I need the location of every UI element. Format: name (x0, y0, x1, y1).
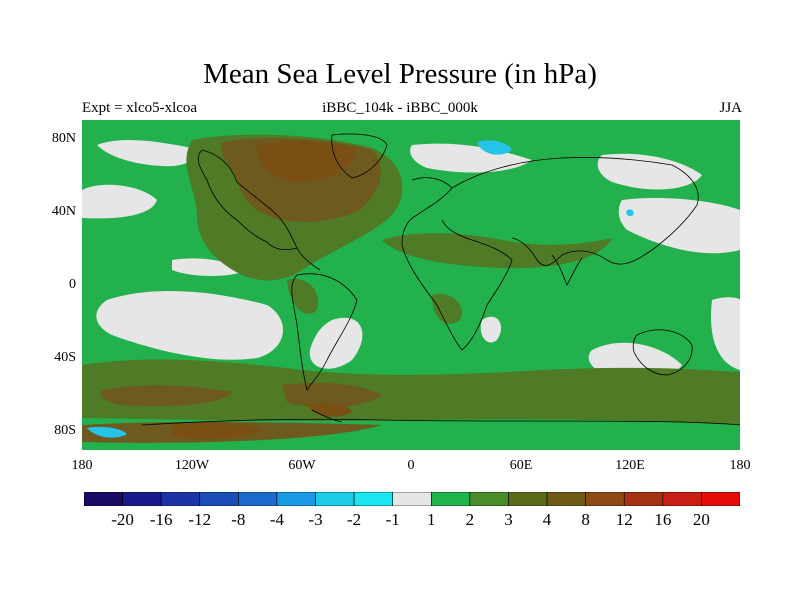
lon-label: 60E (509, 458, 533, 473)
lat-label: 80S (54, 423, 76, 438)
colorbar-label: -2 (347, 510, 362, 529)
colorbar-swatch (84, 492, 123, 506)
colorbar-swatch (315, 492, 355, 506)
colorbar-label: 1 (427, 510, 436, 529)
colorbar-label: 2 (465, 510, 475, 529)
colorbar-swatch (199, 492, 239, 506)
colorbar-swatch (160, 492, 201, 506)
colorbar-label: -3 (308, 510, 323, 529)
pressure-anomaly-map (82, 120, 740, 450)
colorbar-swatch (508, 492, 548, 506)
colorbar-label: -1 (385, 510, 400, 529)
colorbar-swatch (238, 492, 278, 506)
colorbar-label: -16 (149, 510, 173, 529)
colorbar-swatch (701, 492, 740, 506)
colorbar-swatch (585, 492, 625, 506)
colorbar-label: 16 (654, 510, 672, 529)
colorbar-swatch (546, 492, 586, 506)
colorbar-swatch (662, 492, 702, 506)
coastlines (141, 133, 740, 426)
experiment-label: Expt = xlco5-xlcoa (82, 100, 198, 116)
colorbar-swatch (469, 492, 509, 506)
difference-label: iBBC_104k - iBBC_000k (322, 100, 478, 116)
colorbar-label: -8 (231, 510, 246, 529)
dark-brown-regions (172, 140, 357, 440)
lon-label: 180 (71, 458, 93, 473)
colorbar-swatch (276, 492, 316, 506)
colorbar-swatch (623, 492, 664, 506)
lon-label: 120E (615, 458, 645, 473)
colorbar-label: 20 (692, 510, 710, 529)
colorbar-swatch (122, 492, 162, 506)
negative-regions (87, 140, 634, 438)
lat-label: 0 (69, 277, 76, 292)
colorbar-label: 8 (581, 510, 590, 529)
colorbar (84, 492, 740, 506)
lon-label: 120W (174, 458, 210, 473)
colorbar-label: 3 (504, 510, 513, 529)
lon-label: 180 (729, 458, 751, 473)
colorbar-swatch (430, 492, 471, 506)
lon-label: 0 (407, 458, 415, 473)
colorbar-label: -12 (188, 510, 212, 529)
colorbar-swatch (353, 492, 394, 506)
map-title: Mean Sea Level Pressure (in hPa) (203, 58, 597, 90)
colorbar-label: -4 (269, 510, 285, 529)
near-zero-regions (82, 139, 740, 380)
colorbar-label: 4 (542, 510, 552, 529)
colorbar-label: 12 (615, 510, 633, 529)
colorbar-label: -20 (111, 510, 134, 529)
season-label: JJA (719, 100, 742, 116)
lat-label: 80N (51, 131, 76, 146)
lat-label: 40N (51, 204, 76, 219)
lon-label: 60W (288, 458, 316, 473)
lat-label: 40S (54, 350, 76, 365)
colorbar-swatch (392, 492, 432, 506)
